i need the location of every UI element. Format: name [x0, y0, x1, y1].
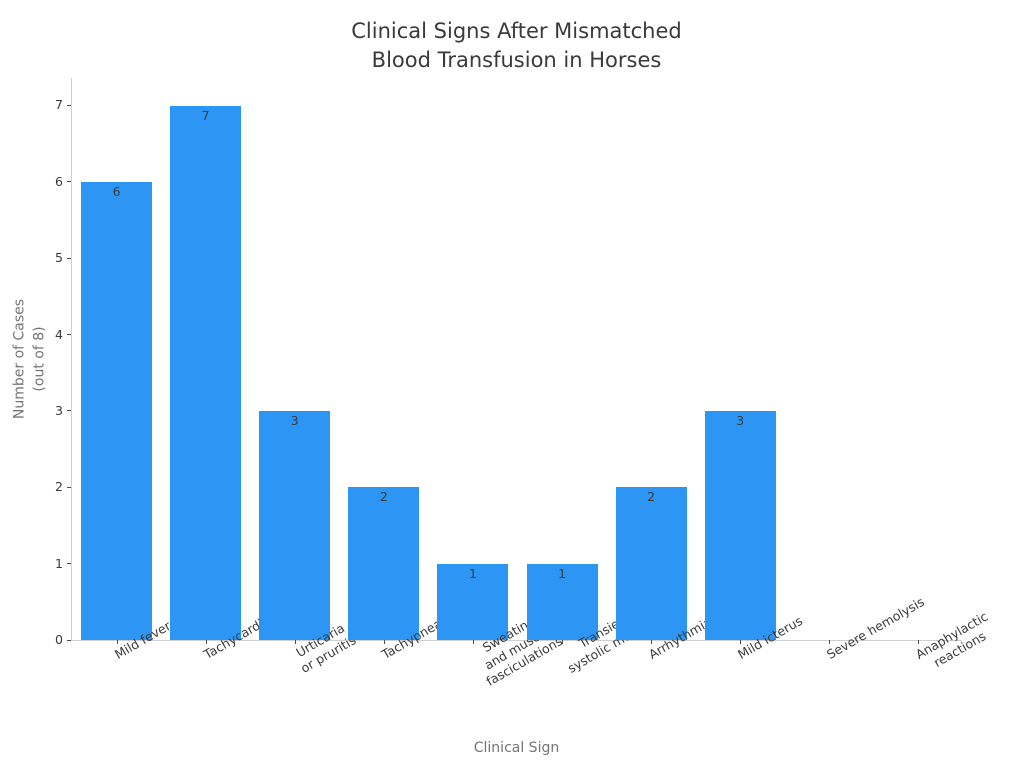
x-axis-tick — [918, 640, 920, 644]
x-axis-tick — [651, 640, 653, 644]
x-axis-tick — [740, 640, 742, 644]
y-axis-tick-label: 3 — [55, 402, 63, 418]
x-axis-tick-label: Severe hemolysis — [824, 593, 928, 662]
y-axis-tick — [67, 181, 71, 183]
bar-value-label: 2 — [647, 489, 656, 505]
y-axis-tick — [67, 334, 71, 336]
x-axis-tick — [116, 640, 118, 644]
bar: 1 — [437, 563, 509, 640]
plot-area: 6 Mild fever 7 Tachycardia 3 Urticaria or pru… — [55, 78, 991, 689]
x-axis-tick-label: Anaphylactic reactions — [913, 608, 991, 670]
x-axis-tick — [562, 640, 564, 644]
bar: 2 — [348, 487, 420, 640]
y-axis-tick — [67, 104, 71, 106]
bar: 3 — [704, 410, 776, 640]
y-axis-tick-label: 4 — [55, 326, 63, 342]
bar: 2 — [615, 487, 687, 640]
y-axis-tick-label: 5 — [55, 250, 63, 266]
y-axis-tick — [67, 410, 71, 412]
y-axis-tick — [67, 486, 71, 488]
x-axis-tick — [205, 640, 207, 644]
y-axis-label: Number of Cases (out of 8) — [11, 298, 47, 420]
y-axis-tick — [67, 257, 71, 259]
bar-value-label: 1 — [468, 565, 477, 581]
x-axis-tick — [472, 640, 474, 644]
bar-value-label: 2 — [379, 489, 388, 505]
x-axis-tick — [294, 640, 296, 644]
bar: 6 — [81, 181, 153, 640]
y-axis-tick-label: 6 — [55, 173, 63, 189]
chart-title: Clinical Signs After Mismatched Blood Tr… — [351, 19, 682, 73]
bar: 3 — [259, 410, 331, 640]
bar-value-label: 6 — [112, 183, 121, 199]
y-axis-tick-label: 0 — [55, 632, 63, 647]
x-axis-tick — [383, 640, 385, 644]
bar-value-label: 3 — [290, 412, 299, 428]
bar: 1 — [526, 563, 598, 640]
bar-value-label: 7 — [201, 107, 210, 123]
bar: 7 — [170, 105, 242, 640]
y-axis-tick-label: 2 — [55, 479, 63, 495]
bar-value-label: 3 — [736, 412, 745, 428]
x-axis-tick — [829, 640, 831, 644]
x-axis-label: Clinical Sign — [473, 740, 560, 756]
y-axis-tick-label: 1 — [55, 555, 63, 571]
y-axis-tick — [67, 639, 71, 641]
y-axis-tick — [67, 563, 71, 565]
y-axis-tick-label: 7 — [55, 97, 63, 113]
bar-value-label: 1 — [558, 565, 567, 581]
